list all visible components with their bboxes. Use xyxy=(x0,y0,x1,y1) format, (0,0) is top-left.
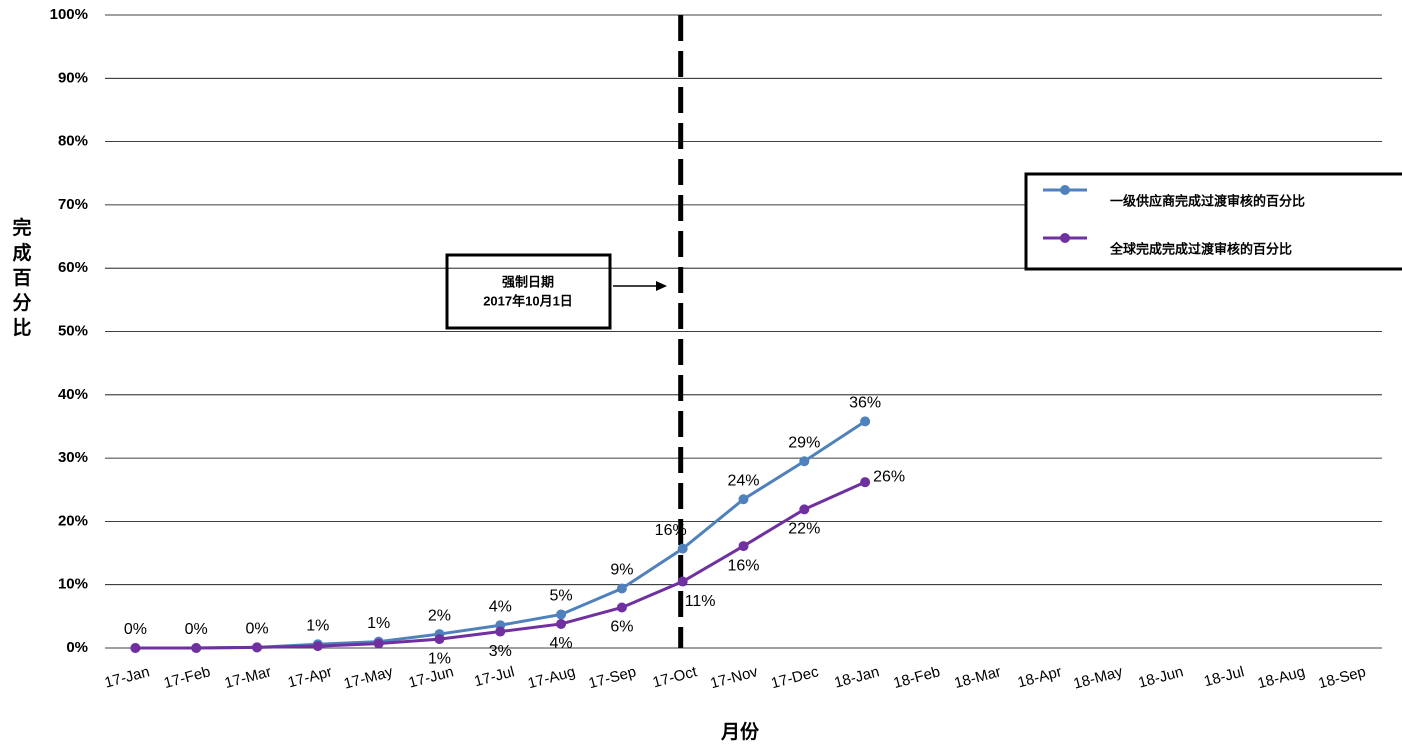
x-tick-label: 18-Sep xyxy=(1317,663,1368,692)
x-tick-label: 18-Feb xyxy=(892,663,942,692)
data-point xyxy=(677,576,688,587)
legend-marker xyxy=(1060,185,1070,195)
data-point xyxy=(495,626,506,637)
x-tick-label: 18-Mar xyxy=(953,663,1003,692)
x-tick-label: 17-Apr xyxy=(286,663,334,691)
x-tick-label: 18-Jan xyxy=(832,663,881,691)
data-label: 16% xyxy=(655,522,687,539)
legend-label: 一级供应商完成过渡审核的百分比 xyxy=(1110,193,1305,208)
data-label: 0% xyxy=(185,621,208,638)
x-tick-label: 17-Jun xyxy=(407,663,456,691)
legend-label: 全球完成完成过渡审核的百分比 xyxy=(1109,241,1292,256)
data-point xyxy=(799,504,810,515)
y-tick-label: 90% xyxy=(58,69,88,86)
x-tick-label: 17-Jan xyxy=(103,663,152,691)
y-tick-label: 40% xyxy=(58,386,88,403)
data-point xyxy=(799,456,810,467)
x-tick-label: 17-Mar xyxy=(223,663,273,692)
x-tick-label: 17-Feb xyxy=(162,663,212,692)
y-tick-label: 60% xyxy=(58,259,88,276)
x-tick-label: 17-Dec xyxy=(769,663,821,692)
data-point xyxy=(556,618,567,629)
data-label: 24% xyxy=(727,472,759,489)
data-label: 0% xyxy=(124,621,147,638)
data-point xyxy=(738,541,749,552)
x-tick-label: 18-Apr xyxy=(1016,663,1064,691)
data-point xyxy=(434,634,445,645)
data-point xyxy=(616,583,627,594)
data-label: 29% xyxy=(788,434,820,451)
data-label: 5% xyxy=(550,588,573,605)
data-label: 4% xyxy=(550,635,573,652)
data-point xyxy=(860,416,871,427)
y-tick-label: 50% xyxy=(58,322,88,339)
data-point xyxy=(130,643,141,653)
annotation-text: 2017年10月1日 xyxy=(483,293,573,308)
data-label: 22% xyxy=(788,521,820,538)
y-tick-label: 10% xyxy=(58,576,88,593)
y-axis-title: 完成百分比 xyxy=(10,216,32,342)
x-tick-label: 18-May xyxy=(1072,663,1125,692)
data-point xyxy=(860,477,871,488)
data-point xyxy=(738,494,749,505)
x-tick-label: 17-May xyxy=(342,663,395,692)
data-point xyxy=(252,642,263,653)
annotation-arrowhead xyxy=(656,281,667,291)
data-label: 6% xyxy=(610,619,633,636)
x-tick-label: 17-Nov xyxy=(708,663,760,692)
y-tick-label: 20% xyxy=(58,512,88,529)
x-tick-label: 17-Oct xyxy=(651,663,700,691)
data-label: 1% xyxy=(428,650,451,667)
data-label: 3% xyxy=(489,643,512,660)
x-tick-label: 17-Sep xyxy=(587,663,638,692)
x-tick-label: 18-Jul xyxy=(1202,663,1246,690)
data-point xyxy=(191,643,202,653)
data-label: 9% xyxy=(610,562,633,579)
x-tick-label: 18-Jun xyxy=(1137,663,1186,691)
data-label: 16% xyxy=(727,557,759,574)
x-tick-label: 18-Aug xyxy=(1256,663,1307,692)
data-label: 0% xyxy=(245,621,268,638)
x-tick-label: 17-Aug xyxy=(526,663,577,692)
y-tick-label: 0% xyxy=(66,639,88,656)
data-point xyxy=(373,638,384,649)
data-label: 4% xyxy=(489,598,512,615)
data-label: 36% xyxy=(849,395,881,412)
data-point xyxy=(556,609,567,620)
data-label: 1% xyxy=(367,615,390,632)
x-tick-label: 17-Jul xyxy=(472,663,516,690)
annotation-box xyxy=(445,253,612,330)
data-point xyxy=(677,543,688,554)
x-axis-title: 月份 xyxy=(720,720,760,743)
annotation-text: 强制日期 xyxy=(502,274,554,289)
data-label: 26% xyxy=(873,468,905,485)
y-tick-label: 100% xyxy=(50,6,88,23)
legend-marker xyxy=(1060,233,1070,243)
y-tick-label: 70% xyxy=(58,196,88,213)
y-tick-label: 30% xyxy=(58,449,88,466)
data-label: 2% xyxy=(428,607,451,624)
data-point xyxy=(616,602,627,613)
data-label: 11% xyxy=(685,593,716,610)
data-point xyxy=(312,641,323,652)
legend-box xyxy=(1024,172,1402,271)
y-axis-title-text: 完成百分比 xyxy=(10,216,32,342)
y-tick-label: 80% xyxy=(58,133,88,150)
data-label: 1% xyxy=(306,617,329,634)
